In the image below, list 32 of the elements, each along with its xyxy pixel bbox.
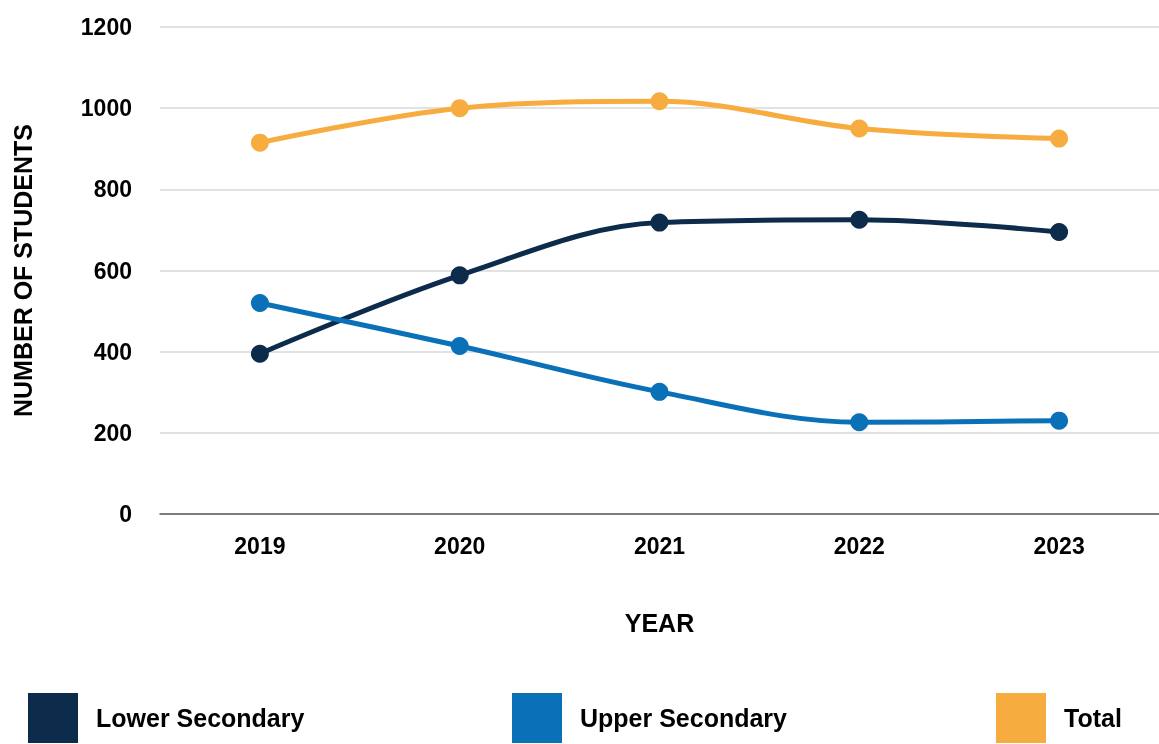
legend-label: Total <box>1064 704 1122 732</box>
x-tick-label: 2023 <box>1033 532 1085 559</box>
x-tick-label: 2019 <box>234 532 286 559</box>
point <box>650 213 669 232</box>
legend-label: Lower Secondary <box>96 704 305 732</box>
y-tick-label: 600 <box>93 257 132 284</box>
y-tick-label: 1000 <box>80 95 132 122</box>
point <box>450 336 469 355</box>
y-tick-label: 800 <box>93 176 132 203</box>
point <box>1050 411 1069 430</box>
point <box>450 266 469 285</box>
x-tick-label: 2021 <box>633 532 686 559</box>
point <box>1050 129 1069 148</box>
point <box>850 413 869 432</box>
y-tick-label: 200 <box>93 419 132 446</box>
point <box>850 119 869 138</box>
point <box>250 344 269 363</box>
x-tick-label: 2022 <box>833 532 885 559</box>
point <box>850 210 869 229</box>
y-axis-title: NUMBER OF STUDENTS <box>8 123 37 418</box>
point <box>650 92 669 111</box>
point <box>450 99 469 118</box>
y-tick-label: 1200 <box>80 14 132 40</box>
point <box>1050 222 1069 241</box>
x-axis-title: YEAR <box>624 608 695 637</box>
point <box>650 382 669 401</box>
y-tick-label: 0 <box>119 501 132 527</box>
point <box>250 293 269 312</box>
x-tick-label: 2020 <box>434 532 486 559</box>
y-tick-label: 400 <box>93 338 132 365</box>
legend-label: Upper Secondary <box>580 704 788 732</box>
point <box>250 133 269 152</box>
